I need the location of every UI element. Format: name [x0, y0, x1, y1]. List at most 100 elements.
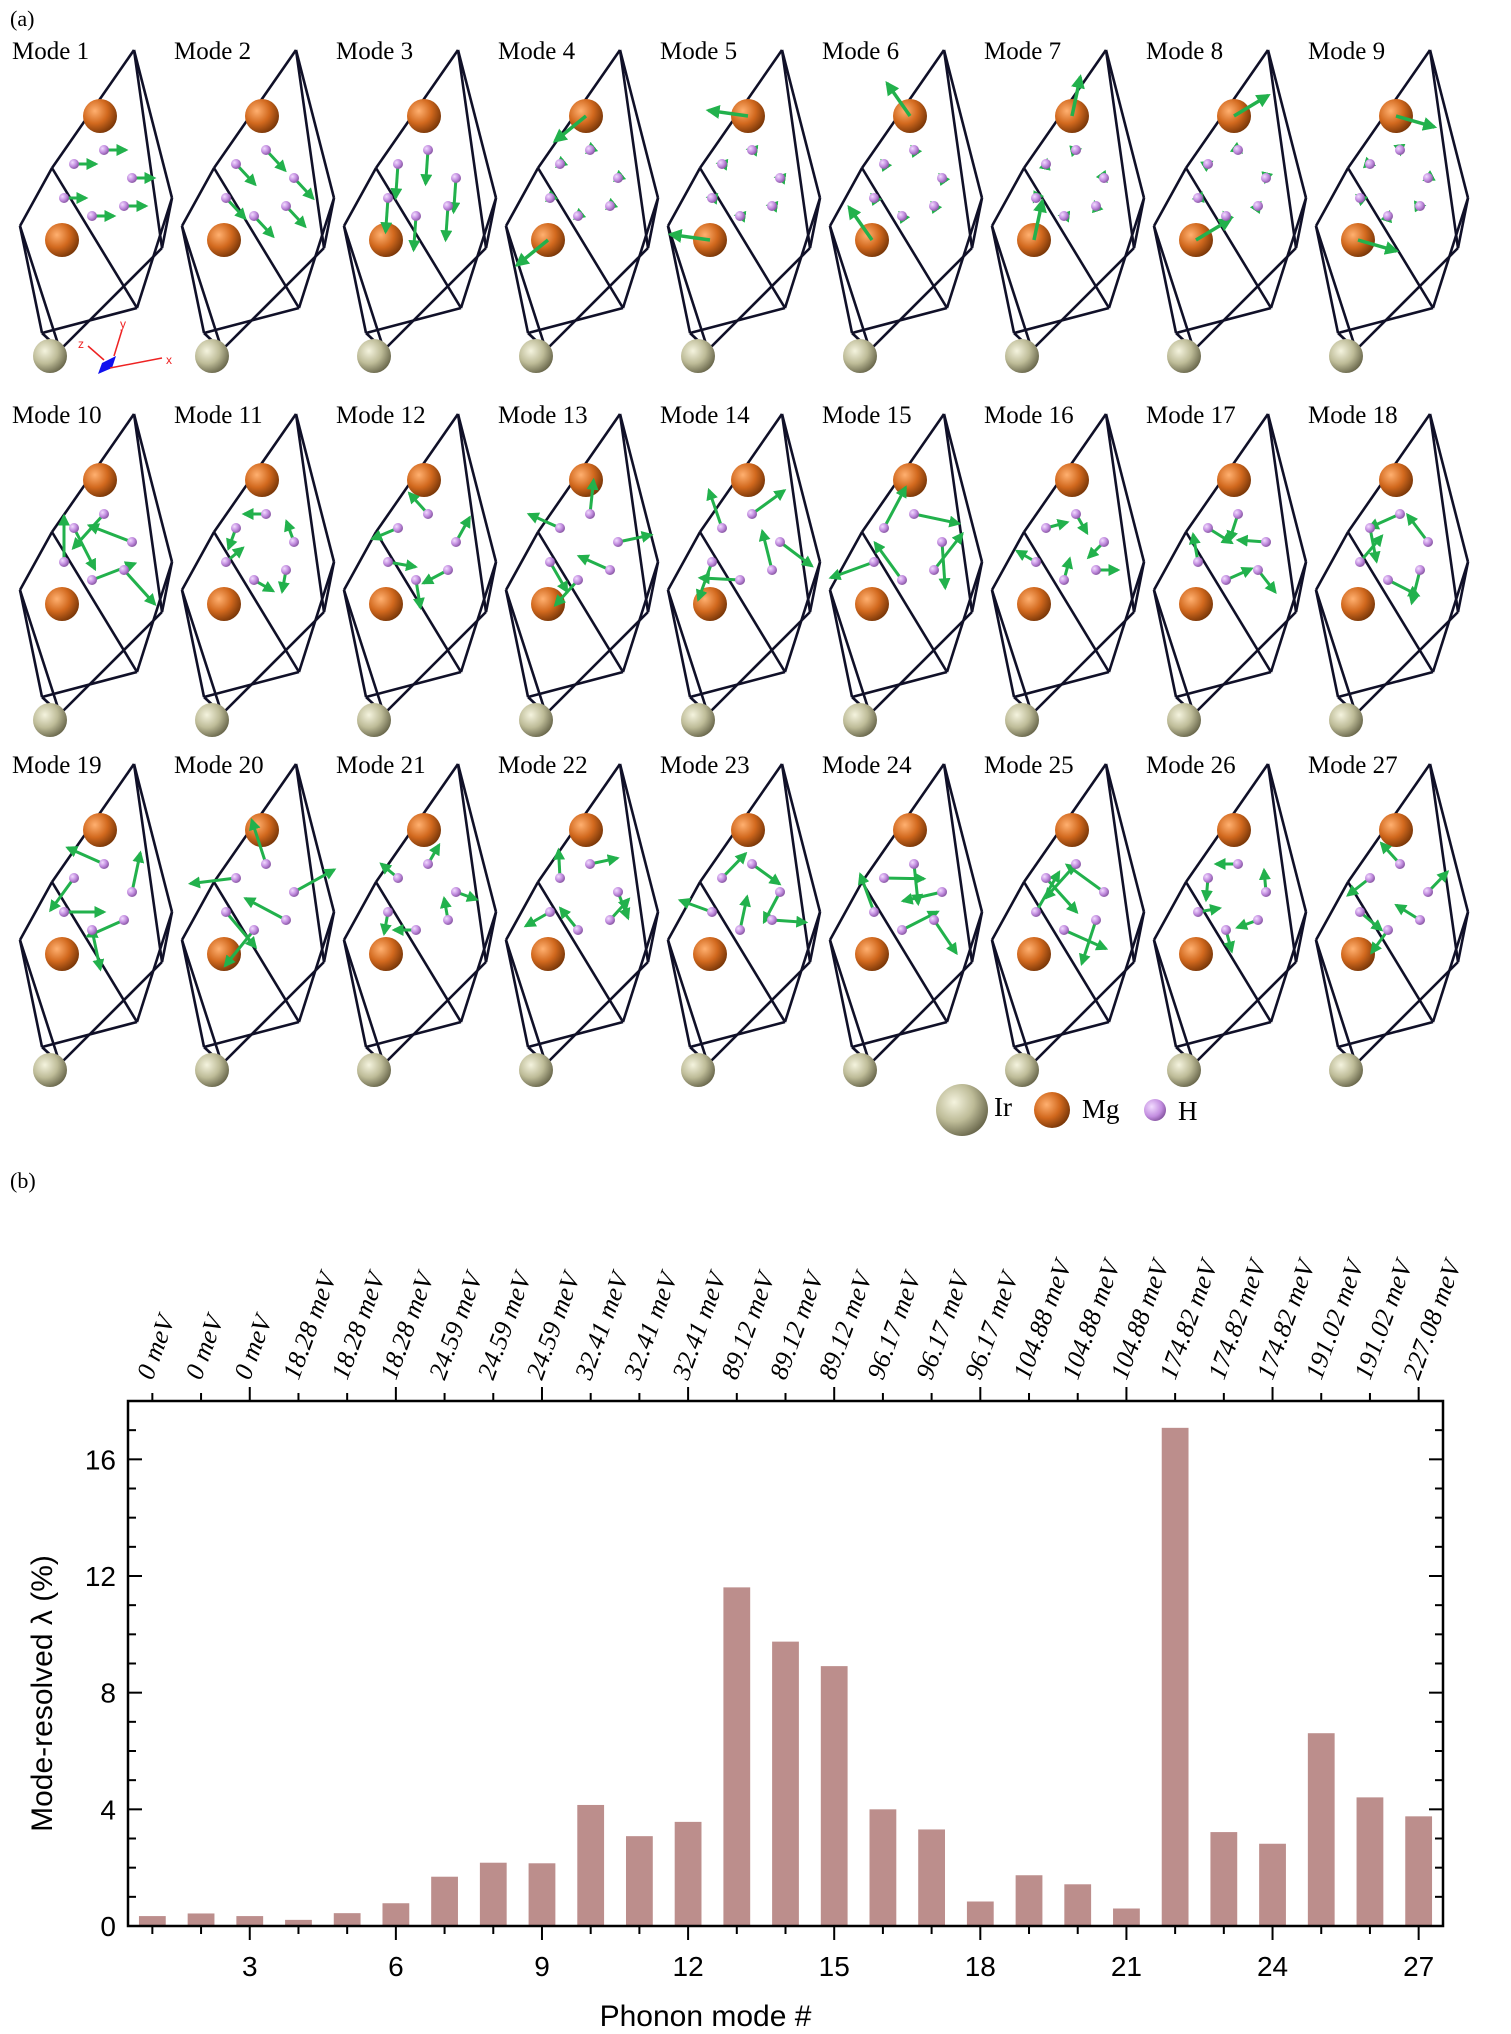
mode-cell: Mode 10 — [12, 402, 182, 762]
mg-atom — [207, 223, 241, 257]
displacement-arrow — [223, 929, 256, 968]
phonon-mode-grid: Mode 1 x y z Mode 2 Mode 3 Mode 4 Mode 5 Mode 6 M… — [12, 38, 1478, 1112]
displacement-arrow — [548, 561, 569, 594]
h-atom — [735, 925, 745, 935]
displacement-arrow — [576, 554, 611, 572]
bar-mode-24 — [1259, 1843, 1286, 1926]
h-atom — [281, 565, 291, 575]
h-atom — [221, 907, 231, 917]
displacement-arrow — [553, 578, 580, 608]
mode-label: Mode 26 — [1146, 752, 1236, 779]
bar-mode-13 — [723, 1587, 751, 1926]
mode-structure — [666, 413, 822, 737]
h-atom — [59, 193, 69, 203]
mode-cell: Mode 6 — [822, 38, 992, 398]
x-tick-label: 9 — [534, 1951, 550, 1982]
displacement-arrows — [857, 863, 958, 956]
h-atom — [1233, 509, 1243, 519]
mode-label: Mode 12 — [336, 402, 426, 429]
displacement-arrows — [379, 842, 479, 937]
mode-structure — [180, 413, 336, 737]
h-atom — [411, 575, 421, 585]
h-atom — [775, 537, 785, 547]
mode-structure — [990, 763, 1146, 1087]
mode-label: Mode 10 — [12, 402, 102, 429]
displacement-arrows — [187, 817, 337, 968]
mg-atom — [1379, 813, 1413, 847]
mode-cell: Mode 8 — [1146, 38, 1316, 398]
mode-cell: Mode 24 — [822, 752, 992, 1112]
mode-label: Mode 27 — [1308, 752, 1398, 779]
displacement-arrow — [1064, 863, 1105, 894]
axes-group — [126, 1387, 1445, 1940]
mode-structure — [504, 413, 660, 737]
mode-cell: Mode 18 — [1308, 402, 1478, 762]
x-tick-label: 18 — [965, 1951, 996, 1982]
displacement-arrows — [58, 512, 157, 606]
legend-label-mg: Mg — [1082, 1094, 1120, 1124]
bar-mode-18 — [966, 1901, 994, 1926]
h-atom — [87, 575, 97, 585]
mode-structure — [1314, 763, 1470, 1087]
h-atom — [393, 873, 403, 883]
unit-cell-frame — [1314, 763, 1470, 1065]
ir-atom — [33, 339, 67, 373]
unit-cell-frame — [18, 49, 174, 351]
mode-cell: Mode 1 x y z — [12, 38, 182, 398]
h-atom — [1423, 887, 1433, 897]
mode-label: Mode 9 — [1308, 38, 1386, 65]
ir-atom — [195, 339, 229, 373]
h-atom — [1423, 537, 1433, 547]
h-atom — [1041, 159, 1051, 169]
mg-atom — [855, 937, 889, 971]
ir-atom — [33, 1053, 67, 1087]
mode-cell: Mode 19 — [12, 752, 182, 1112]
h-atom — [393, 523, 403, 533]
h-atom — [1395, 509, 1405, 519]
mode-label: Mode 15 — [822, 402, 912, 429]
h-atom — [443, 565, 453, 575]
ir-atom — [519, 1053, 553, 1087]
unit-cell-frame — [1314, 49, 1470, 351]
displacement-arrow — [130, 850, 145, 893]
h-atom — [393, 159, 403, 169]
ir-atom — [357, 703, 391, 737]
h-atom — [1203, 523, 1213, 533]
mg-atom — [407, 99, 441, 133]
h-atom — [879, 523, 889, 533]
mode-label: Mode 4 — [498, 38, 576, 65]
mode-cell: Mode 4 — [498, 38, 668, 398]
h-atom — [909, 859, 919, 869]
mg-atom — [369, 223, 403, 257]
h-atom — [717, 873, 727, 883]
h-atom — [99, 145, 109, 155]
h-atom — [909, 145, 919, 155]
mode-label: Mode 17 — [1146, 402, 1236, 429]
unit-cell-frame — [342, 763, 498, 1065]
mode-label: Mode 7 — [984, 38, 1062, 65]
displacement-arrow — [758, 528, 774, 571]
displacement-arrow — [91, 561, 138, 582]
mg-atom — [1217, 463, 1251, 497]
h-atom — [555, 523, 565, 533]
mode-cell: Mode 27 — [1308, 752, 1478, 1112]
displacement-arrow — [751, 862, 782, 886]
displacement-arrow — [420, 149, 433, 187]
unit-cell-frame — [828, 49, 984, 351]
mode-structure — [828, 49, 984, 373]
bar-mode-27 — [1405, 1816, 1433, 1926]
mode-cell: Mode 15 — [822, 402, 992, 762]
mode-structure — [1152, 413, 1308, 737]
displacement-arrow — [448, 177, 461, 215]
h-atom — [423, 859, 433, 869]
y-tick-label: 12 — [85, 1561, 116, 1592]
mode-structure — [990, 413, 1146, 737]
ir-atom — [195, 703, 229, 737]
panel-a-label: (a) — [10, 6, 35, 31]
mode-label: Mode 23 — [660, 752, 750, 779]
h-atom — [909, 509, 919, 519]
h-atom — [747, 859, 757, 869]
mode-structure — [504, 763, 660, 1087]
ir-atom — [33, 703, 67, 737]
x-tick-label: 15 — [819, 1951, 850, 1982]
